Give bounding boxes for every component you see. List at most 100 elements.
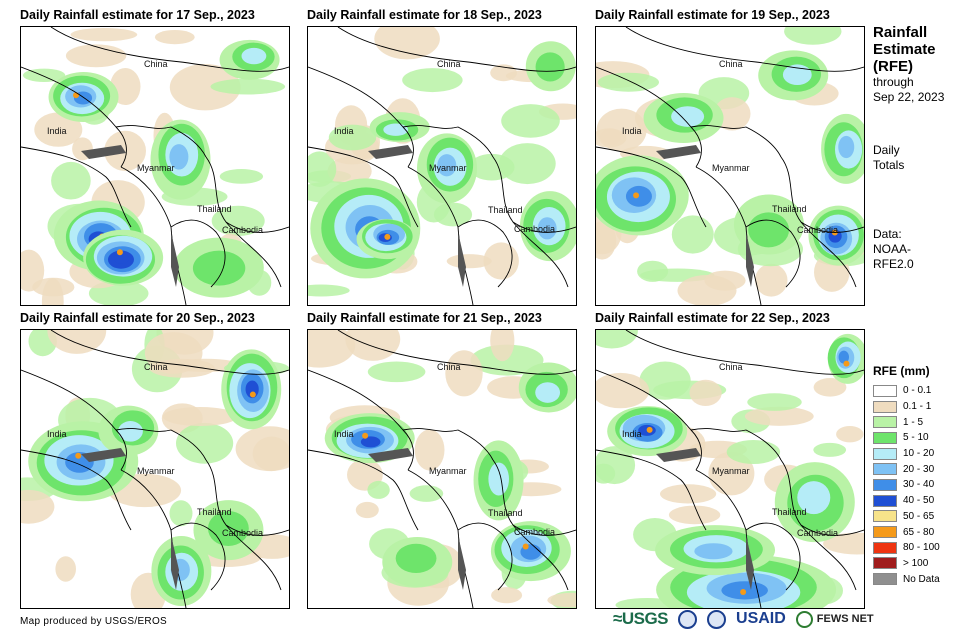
side-info: Rainfall Estimate (RFE) through Sep 22, … <box>873 24 965 272</box>
rain-area <box>537 217 557 240</box>
map-graphic <box>308 27 576 305</box>
map-graphic <box>308 330 576 608</box>
country-border <box>596 369 702 471</box>
rain-area <box>726 440 781 464</box>
rain-area <box>34 112 83 147</box>
country-border <box>512 221 569 288</box>
place-label-myanmar: Myanmar <box>137 163 175 173</box>
panel-title: Daily Rainfall estimate for 17 Sep., 202… <box>20 8 255 22</box>
rain-area <box>748 212 790 248</box>
country-border <box>225 524 282 591</box>
legend-swatch <box>873 463 897 476</box>
country-border <box>800 221 857 288</box>
country-border <box>625 330 864 375</box>
rain-area <box>308 284 350 297</box>
rain-area <box>501 104 560 138</box>
legend-label: No Data <box>903 573 940 585</box>
rain-area <box>154 30 195 45</box>
rain-area <box>327 156 372 186</box>
no-data-area <box>368 145 413 159</box>
country-border <box>115 125 207 158</box>
country-border <box>457 219 513 288</box>
legend-label: 0.1 - 1 <box>903 401 932 413</box>
rain-area <box>367 361 426 383</box>
rain-area <box>345 330 401 361</box>
rain-area <box>118 421 143 442</box>
legend-swatch <box>873 573 897 586</box>
legend-item: 1 - 5 <box>873 414 965 430</box>
place-label-india: India <box>47 126 67 136</box>
rain-area <box>374 27 440 60</box>
rain-area <box>328 124 377 151</box>
rain-area <box>660 484 717 504</box>
noaa-logo-icon <box>678 609 698 629</box>
rainfall-map: China India Myanmar Thailand Cambodia <box>307 26 577 306</box>
legend-item: > 100 <box>873 556 965 572</box>
legend-swatch <box>873 384 897 397</box>
country-border <box>745 219 801 288</box>
place-label-india: India <box>334 126 354 136</box>
rain-area <box>360 436 381 448</box>
country-border <box>50 27 289 72</box>
place-label-india: India <box>622 429 642 439</box>
country-border <box>308 449 419 531</box>
side-totals-line: Totals <box>873 158 905 172</box>
rain-area <box>535 52 565 82</box>
no-data-area <box>171 535 179 590</box>
side-data-line: NOAA- <box>873 242 912 256</box>
country-border <box>457 522 513 591</box>
side-through: through <box>873 75 914 89</box>
country-border <box>225 221 282 288</box>
no-data-area <box>171 232 179 287</box>
usaid-logo: USAID <box>736 610 786 627</box>
rain-area <box>637 260 669 282</box>
usda-logo-icon <box>707 609 727 629</box>
rain-area <box>367 480 390 499</box>
rain-area <box>241 47 267 65</box>
country-border <box>402 428 494 461</box>
place-label-cambodia: Cambodia <box>797 528 839 538</box>
no-data-area <box>458 535 466 590</box>
country-border <box>337 330 576 375</box>
place-label-india: India <box>622 126 642 136</box>
rain-area <box>547 592 576 608</box>
no-data-area <box>81 448 126 462</box>
legend: RFE (mm) 0 - 0.1 0.1 - 1 1 - 5 5 - 10 10 - 2… <box>873 364 965 587</box>
rain-area <box>162 407 238 426</box>
legend-label: 10 - 20 <box>903 448 935 460</box>
rain-hotspot <box>522 543 529 550</box>
country-border <box>625 27 864 72</box>
rain-area <box>235 426 289 472</box>
side-data-line: RFE2.0 <box>873 257 914 271</box>
legend-item: 65 - 80 <box>873 524 965 540</box>
legend-item: 10 - 20 <box>873 446 965 462</box>
rain-area <box>41 278 64 305</box>
fews-globe-icon <box>795 610 813 628</box>
place-label-thailand: Thailand <box>197 204 232 214</box>
rain-area <box>747 393 802 411</box>
place-label-thailand: Thailand <box>488 205 523 215</box>
rain-area <box>55 556 76 582</box>
side-data-line: Data: <box>873 227 902 241</box>
rain-area <box>597 72 659 92</box>
legend-swatch <box>873 510 897 523</box>
country-border <box>308 146 419 228</box>
legend-swatch <box>873 541 897 554</box>
place-label-china: China <box>437 59 461 69</box>
country-border <box>596 66 702 168</box>
rain-area <box>210 78 286 95</box>
rain-area <box>694 543 733 560</box>
legend-swatch <box>873 526 897 539</box>
place-label-china: China <box>144 59 168 69</box>
rain-area <box>668 505 721 525</box>
place-label-myanmar: Myanmar <box>429 466 467 476</box>
map-graphic <box>21 330 289 608</box>
rain-area <box>491 587 523 604</box>
no-data-area <box>656 448 701 462</box>
rain-area <box>65 44 127 68</box>
map-graphic <box>596 27 864 305</box>
rain-hotspot <box>75 452 82 459</box>
rain-area <box>490 64 517 82</box>
place-label-cambodia: Cambodia <box>222 528 264 538</box>
rain-area <box>437 154 457 177</box>
